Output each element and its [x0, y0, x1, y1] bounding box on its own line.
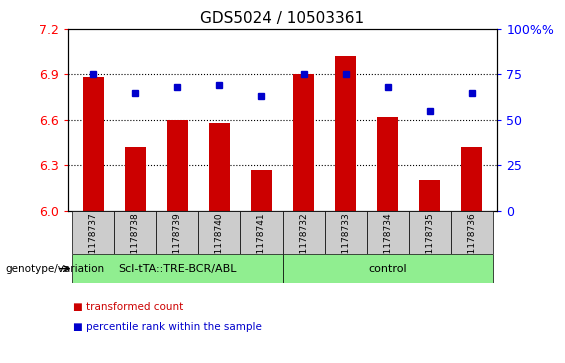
Bar — [251, 170, 272, 211]
FancyBboxPatch shape — [72, 211, 114, 254]
Text: GSM1178736: GSM1178736 — [467, 213, 476, 273]
Text: genotype/variation: genotype/variation — [6, 264, 105, 274]
FancyBboxPatch shape — [114, 211, 156, 254]
Text: GSM1178732: GSM1178732 — [299, 213, 308, 273]
Bar — [419, 180, 440, 211]
Bar — [293, 74, 314, 211]
Bar — [377, 117, 398, 211]
FancyBboxPatch shape — [409, 211, 451, 254]
FancyBboxPatch shape — [156, 211, 198, 254]
Text: ■ transformed count: ■ transformed count — [73, 302, 184, 312]
Bar — [462, 147, 483, 211]
FancyBboxPatch shape — [198, 211, 240, 254]
Text: GSM1178738: GSM1178738 — [131, 213, 140, 273]
FancyBboxPatch shape — [240, 211, 282, 254]
Text: GSM1178741: GSM1178741 — [257, 213, 266, 273]
Text: GSM1178733: GSM1178733 — [341, 213, 350, 273]
Text: GSM1178734: GSM1178734 — [383, 213, 392, 273]
Text: ■ percentile rank within the sample: ■ percentile rank within the sample — [73, 322, 262, 332]
Text: control: control — [368, 264, 407, 274]
Bar — [125, 147, 146, 211]
Bar — [82, 77, 103, 211]
FancyBboxPatch shape — [367, 211, 409, 254]
Text: GSM1178739: GSM1178739 — [173, 213, 182, 273]
FancyBboxPatch shape — [451, 211, 493, 254]
Text: Scl-tTA::TRE-BCR/ABL: Scl-tTA::TRE-BCR/ABL — [118, 264, 237, 274]
FancyBboxPatch shape — [282, 254, 493, 283]
FancyBboxPatch shape — [72, 254, 282, 283]
Text: GSM1178735: GSM1178735 — [425, 213, 434, 273]
FancyBboxPatch shape — [325, 211, 367, 254]
Text: GSM1178737: GSM1178737 — [89, 213, 98, 273]
Bar — [335, 56, 356, 211]
Text: GSM1178740: GSM1178740 — [215, 213, 224, 273]
Bar — [209, 123, 230, 211]
Bar — [167, 120, 188, 211]
Title: GDS5024 / 10503361: GDS5024 / 10503361 — [201, 12, 364, 26]
FancyBboxPatch shape — [282, 211, 325, 254]
